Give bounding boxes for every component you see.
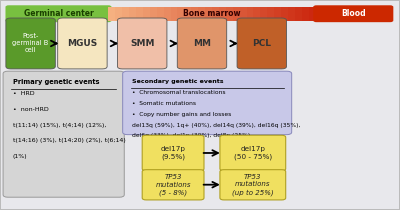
Bar — [178, 7, 185, 21]
FancyBboxPatch shape — [142, 170, 204, 200]
Bar — [212, 7, 220, 21]
FancyBboxPatch shape — [237, 18, 286, 69]
Bar — [184, 7, 192, 21]
Bar — [129, 7, 137, 21]
Bar — [150, 7, 158, 21]
Bar — [198, 7, 206, 21]
FancyBboxPatch shape — [6, 5, 112, 22]
Bar — [246, 7, 254, 21]
Text: •  Chromosomal translocations: • Chromosomal translocations — [132, 90, 226, 95]
Bar — [254, 7, 261, 21]
Text: •  Copy number gains and losses: • Copy number gains and losses — [132, 112, 232, 117]
Text: Bone marrow: Bone marrow — [183, 9, 241, 18]
Text: Secondary genetic events: Secondary genetic events — [132, 79, 224, 84]
FancyBboxPatch shape — [220, 170, 286, 200]
Text: del6q (33%), del1p (30%), del8p (25%): del6q (33%), del1p (30%), del8p (25%) — [132, 133, 250, 138]
Bar — [288, 7, 296, 21]
Bar — [226, 7, 234, 21]
Bar — [170, 7, 178, 21]
Text: •  HRD: • HRD — [13, 91, 34, 96]
Bar — [274, 7, 282, 21]
Text: Germinal center: Germinal center — [24, 9, 93, 18]
Text: del17p
(9.5%): del17p (9.5%) — [160, 146, 186, 160]
Bar — [281, 7, 289, 21]
Bar — [143, 7, 150, 21]
Bar — [108, 7, 116, 21]
Bar — [309, 7, 316, 21]
Text: MM: MM — [193, 39, 211, 48]
Bar — [219, 7, 226, 21]
Text: del17p
(50 - 75%): del17p (50 - 75%) — [234, 146, 272, 160]
Text: Post-
germinal B
cell: Post- germinal B cell — [12, 33, 49, 54]
FancyBboxPatch shape — [123, 71, 292, 135]
FancyBboxPatch shape — [3, 71, 124, 197]
Text: TP53
mutations
(5 - 8%): TP53 mutations (5 - 8%) — [155, 174, 191, 196]
Text: (1%): (1%) — [13, 154, 27, 159]
Text: TP53
mutations
(up to 25%): TP53 mutations (up to 25%) — [232, 174, 274, 196]
Bar — [164, 7, 171, 21]
Text: del13q (59%), 1q+ (40%), del14q (39%), del16q (35%),: del13q (59%), 1q+ (40%), del14q (39%), d… — [132, 122, 301, 127]
FancyBboxPatch shape — [6, 18, 55, 69]
Text: t(11;14) (15%), t(4;14) (12%),: t(11;14) (15%), t(4;14) (12%), — [13, 122, 106, 127]
Text: t(14;16) (3%), t(14;20) (2%), t(6;14): t(14;16) (3%), t(14;20) (2%), t(6;14) — [13, 138, 126, 143]
Bar — [260, 7, 268, 21]
Bar — [233, 7, 240, 21]
Text: Blood: Blood — [341, 9, 366, 18]
Text: MGUS: MGUS — [67, 39, 98, 48]
FancyBboxPatch shape — [177, 18, 227, 69]
Text: Primary genetic events: Primary genetic events — [13, 79, 99, 85]
Bar — [240, 7, 247, 21]
Bar — [295, 7, 302, 21]
Bar — [267, 7, 275, 21]
FancyBboxPatch shape — [220, 135, 286, 171]
Bar — [157, 7, 164, 21]
Bar — [205, 7, 213, 21]
Text: PCL: PCL — [252, 39, 271, 48]
FancyBboxPatch shape — [313, 5, 393, 22]
Text: •  non-HRD: • non-HRD — [13, 107, 48, 112]
Bar — [115, 7, 123, 21]
FancyBboxPatch shape — [142, 135, 204, 171]
Text: •  Somatic mutations: • Somatic mutations — [132, 101, 196, 106]
Bar — [191, 7, 199, 21]
FancyBboxPatch shape — [118, 18, 167, 69]
Text: SMM: SMM — [130, 39, 154, 48]
Bar — [136, 7, 144, 21]
FancyBboxPatch shape — [58, 18, 107, 69]
Bar — [302, 7, 310, 21]
Bar — [122, 7, 130, 21]
